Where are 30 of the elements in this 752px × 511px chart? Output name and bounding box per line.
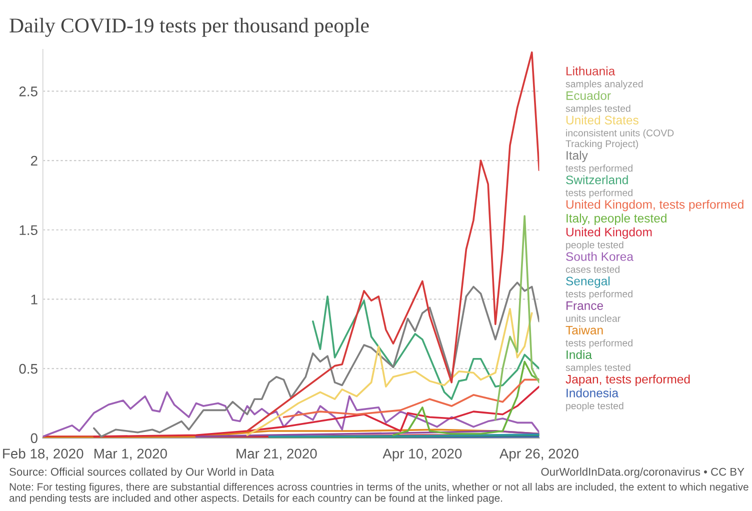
text: United Kingdom people tested <box>566 227 652 250</box>
text: Senegal tests performed <box>566 276 632 300</box>
text: Taiwan tests performed <box>566 326 632 348</box>
text: France units unclear <box>566 301 620 322</box>
y-tick-label: 1 <box>31 294 38 304</box>
x-tick-label: Apr 10, 2020 <box>382 448 462 462</box>
x-tick-label: Mar 21, 2020 <box>236 448 317 460</box>
text: United Kingdom, tests performed <box>566 200 744 212</box>
text: Japan, tests performed <box>566 374 690 386</box>
x-tick-label: Mar 1, 2020 <box>94 448 167 460</box>
x-tick-label: Feb 18, 2020 <box>3 448 84 460</box>
text: Ecuador samples tested <box>566 90 630 114</box>
text: Indonesia people tested <box>566 388 624 412</box>
text: Note: For testing figures, there are substantial differences across countries in terms of the units, whether or not all labs are included, the extent to which negative and pending tests are included and other aspects. Details for each country can be found at the linked page. <box>9 482 748 504</box>
y-tick-label: 1.5 <box>20 225 38 236</box>
y-tick-label: 2.5 <box>19 86 38 96</box>
source-note: Source: Official sources collated by Our World in Data <box>10 468 274 478</box>
y-tick-label: 2 <box>30 156 38 166</box>
text: Lithuania samples analyzed <box>566 66 643 90</box>
text: OurWorldInData.org/coronavirus • CC BY <box>541 468 744 478</box>
y-tick-label: 0.5 <box>19 364 38 374</box>
chart-title: Daily COVID-19 tests per thousand people <box>10 18 369 37</box>
text: United States inconsistent units (COVD Tracking Project) <box>566 115 674 150</box>
text: Italy, people tested <box>566 214 666 225</box>
text: South Korea cases tested <box>566 252 634 273</box>
text: Switzerland tests performed <box>566 175 632 198</box>
text: Italy tests performed <box>566 150 632 174</box>
x-tick-label: Apr 26, 2020 <box>499 448 578 462</box>
y-tick-label: 0 <box>30 433 38 444</box>
text: India samples tested <box>566 350 630 373</box>
